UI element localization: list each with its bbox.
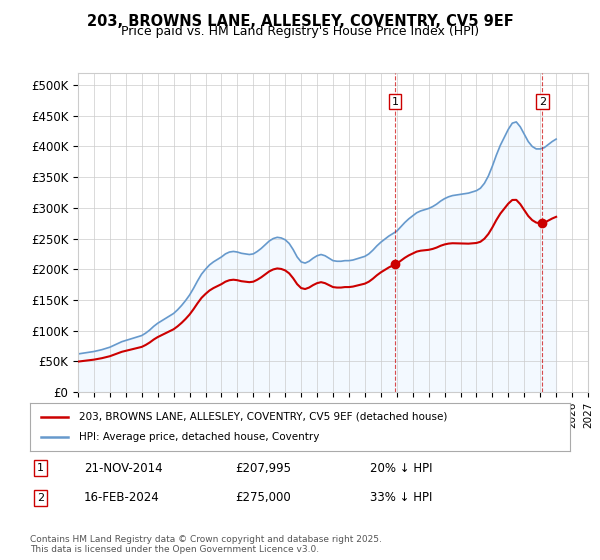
Text: HPI: Average price, detached house, Coventry: HPI: Average price, detached house, Cove… (79, 432, 319, 442)
Text: 203, BROWNS LANE, ALLESLEY, COVENTRY, CV5 9EF: 203, BROWNS LANE, ALLESLEY, COVENTRY, CV… (86, 14, 514, 29)
Text: 2: 2 (539, 96, 546, 106)
Text: £275,000: £275,000 (235, 491, 291, 504)
Text: 33% ↓ HPI: 33% ↓ HPI (370, 491, 433, 504)
Text: 1: 1 (37, 463, 44, 473)
Text: 20% ↓ HPI: 20% ↓ HPI (370, 462, 433, 475)
Text: 2: 2 (37, 493, 44, 503)
Text: 203, BROWNS LANE, ALLESLEY, COVENTRY, CV5 9EF (detached house): 203, BROWNS LANE, ALLESLEY, COVENTRY, CV… (79, 412, 447, 422)
Text: 21-NOV-2014: 21-NOV-2014 (84, 462, 163, 475)
Text: 16-FEB-2024: 16-FEB-2024 (84, 491, 160, 504)
Text: £207,995: £207,995 (235, 462, 291, 475)
Text: 1: 1 (392, 96, 398, 106)
Text: Contains HM Land Registry data © Crown copyright and database right 2025.
This d: Contains HM Land Registry data © Crown c… (30, 535, 382, 554)
Text: Price paid vs. HM Land Registry's House Price Index (HPI): Price paid vs. HM Land Registry's House … (121, 25, 479, 38)
